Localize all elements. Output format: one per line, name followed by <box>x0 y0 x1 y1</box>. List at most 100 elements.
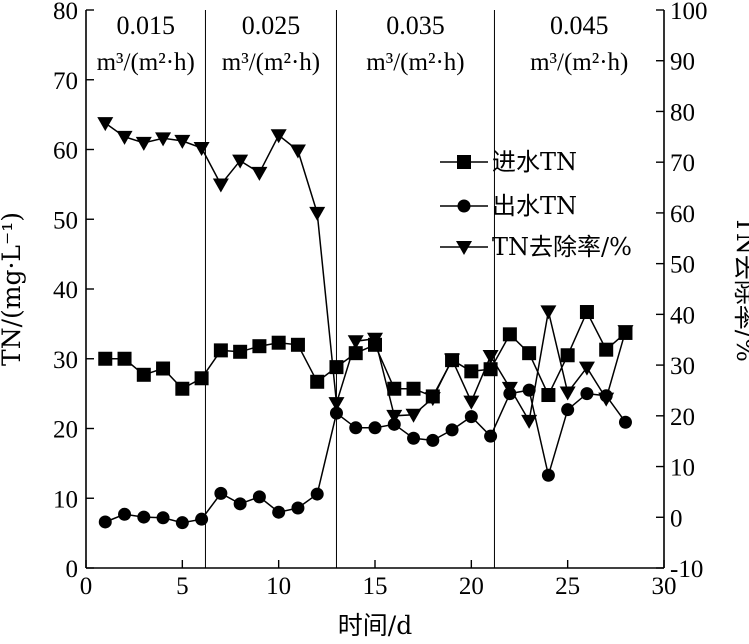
effluent-tn-series <box>98 383 632 530</box>
influent-tn-point <box>348 346 363 361</box>
effluent-tn-point <box>310 487 324 501</box>
effluent-tn-point <box>252 490 266 504</box>
tn-removal-rate-point <box>463 395 480 410</box>
series-layer <box>97 117 634 530</box>
right-tick-label: 70 <box>670 150 695 177</box>
effluent-tn-point <box>580 387 594 401</box>
plot-frame <box>85 10 665 569</box>
x-axis-ticks: 0 5 10 15 20 25 30 <box>80 560 677 600</box>
effluent-tn-point <box>214 486 228 500</box>
right-tick-label: 30 <box>670 353 695 380</box>
legend-label: 进水TN <box>492 148 577 176</box>
tn-removal-rate-point <box>212 178 229 193</box>
influent-tn-series <box>98 305 633 404</box>
tn-removal-rate-point <box>501 381 518 396</box>
x-tick-label: 30 <box>652 573 677 600</box>
right-tick-label: 0 <box>670 505 683 532</box>
effluent-tn-point <box>407 431 421 445</box>
effluent-tn-point <box>541 468 555 482</box>
tn-removal-rate-point <box>270 129 287 144</box>
influent-tn-point <box>599 342 614 357</box>
influent-tn-point <box>579 305 594 320</box>
tn-removal-rate-point <box>540 305 557 320</box>
legend-marker-tn-removal-rate <box>456 241 472 255</box>
effluent-tn-point <box>195 512 209 526</box>
tn-removal-rate-point <box>444 353 461 368</box>
effluent-tn-point <box>387 417 401 431</box>
influent-tn-point <box>136 367 151 382</box>
tn-removal-rate-point <box>155 132 172 147</box>
left-tick-label: 80 <box>53 0 78 25</box>
right-tick-label: 20 <box>670 404 695 431</box>
period-unit-label: m³/(m²·h) <box>366 49 464 76</box>
left-tick-label: 40 <box>53 277 78 304</box>
right-tick-label: 10 <box>670 455 695 482</box>
left-tick-label: 50 <box>53 207 78 234</box>
effluent-tn-point <box>618 415 632 429</box>
effluent-tn-point <box>561 403 575 417</box>
x-tick-label: 25 <box>555 573 580 600</box>
effluent-tn-point <box>233 497 247 511</box>
tn-removal-rate-point <box>578 361 595 376</box>
x-tick-label: 0 <box>80 573 93 600</box>
tn-removal-rate-point <box>174 134 191 149</box>
effluent-tn-point <box>522 383 536 397</box>
right-axis-ticks: -10 0 10 20 30 40 50 60 70 80 90 100 <box>656 0 708 583</box>
influent-tn-point <box>233 344 248 359</box>
period-labels: 0.015 m³/(m²·h) 0.025 m³/(m²·h) 0.035 m³/(m²·… <box>97 11 629 76</box>
period-unit-label: m³/(m²·h) <box>222 49 320 76</box>
right-tick-label: 100 <box>670 0 708 25</box>
influent-tn-point <box>213 343 228 358</box>
tn-removal-rate-point <box>386 409 403 424</box>
tn-removal-rate-point <box>232 154 249 169</box>
right-tick-label: 90 <box>670 49 695 76</box>
tn-removal-rate-point <box>424 392 441 407</box>
x-tick-label: 15 <box>363 573 388 600</box>
tn-removal-rate-point <box>309 206 326 221</box>
effluent-tn-point <box>291 501 305 515</box>
tn-removal-rate-point <box>405 408 422 423</box>
tn-removal-rate-point <box>559 386 576 401</box>
period-rate-label: 0.015 <box>116 11 175 40</box>
tn-removal-rate-point <box>135 136 152 151</box>
influent-tn-point <box>406 381 421 396</box>
tn-removal-rate-point <box>521 414 538 429</box>
influent-tn-point <box>464 364 479 379</box>
influent-tn-point <box>98 351 113 366</box>
tn-removal-rate-point <box>328 397 345 412</box>
effluent-tn-point <box>445 423 459 437</box>
influent-tn-point <box>194 371 209 386</box>
tn-removal-rate-point <box>193 141 210 156</box>
period-unit-label: m³/(m²·h) <box>97 49 195 76</box>
period-dividers <box>204 10 495 568</box>
effluent-tn-line <box>105 389 627 524</box>
effluent-tn-point <box>329 406 343 420</box>
effluent-tn-point <box>426 433 440 447</box>
influent-tn-point <box>175 381 190 396</box>
influent-tn-point <box>252 339 267 354</box>
tn-removal-rate-point <box>289 144 306 159</box>
left-tick-label: 70 <box>53 68 78 95</box>
x-tick-label: 5 <box>176 573 189 600</box>
influent-tn-point <box>329 360 344 375</box>
x-axis-title: 时间/d <box>338 611 412 640</box>
period-rate-label: 0.025 <box>242 11 301 40</box>
left-axis-ticks: 0 10 20 30 40 50 60 70 80 <box>53 0 94 583</box>
influent-tn-point <box>522 346 537 361</box>
legend-label: 出水TN <box>492 192 577 220</box>
influent-tn-line <box>105 310 626 398</box>
legend: 进水TN 出水TN TN去除率/% <box>440 148 632 261</box>
right-tick-label: 60 <box>670 201 695 228</box>
tn-removal-rate-point <box>367 332 383 347</box>
x-tick-label: 10 <box>266 573 291 600</box>
tn-removal-rate-line <box>104 122 627 424</box>
legend-marker-influent-tn <box>457 155 471 169</box>
influent-tn-point <box>502 327 517 342</box>
effluent-tn-point <box>349 421 363 435</box>
tn-removal-rate-point <box>482 349 499 364</box>
left-tick-label: 30 <box>53 347 78 374</box>
effluent-tn-point <box>272 505 286 519</box>
period-rate-label: 0.035 <box>386 11 445 40</box>
period-unit-label: m³/(m²·h) <box>530 49 628 76</box>
